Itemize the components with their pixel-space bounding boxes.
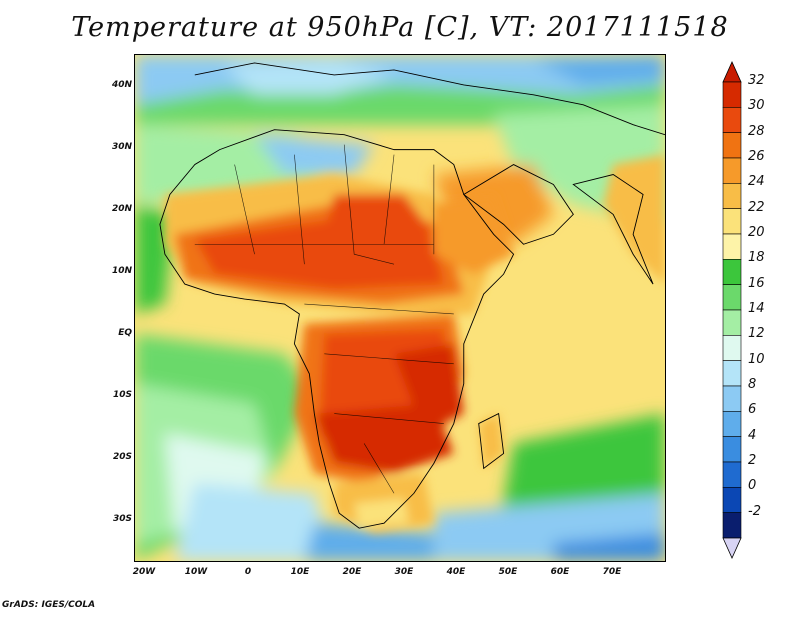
colorbar-segment — [722, 335, 742, 361]
colorbar-label: 14 — [748, 301, 765, 316]
lon-label-70e: 70E — [602, 567, 622, 577]
colorbar — [722, 61, 742, 559]
colorbar-label: 18 — [748, 250, 765, 266]
map-title: Temperature at 950hPa [C], VT: 201711151… — [71, 12, 729, 43]
colorbar-segment — [722, 461, 742, 488]
colorbar-label: 6 — [748, 402, 757, 418]
temperature-map — [134, 54, 666, 562]
lat-label-20s: 20S — [112, 452, 132, 462]
colorbar-bottom-arrow — [722, 537, 742, 559]
colorbar-segment — [722, 411, 742, 437]
credit-text: GrADS: IGES/COLA — [2, 600, 96, 610]
coastline-outlines — [159, 62, 665, 529]
colorbar-segment — [722, 284, 742, 311]
lon-label-60e: 60E — [550, 567, 570, 577]
colorbar-label: 20 — [748, 225, 765, 240]
lat-label-30n: 30N — [111, 142, 132, 152]
lat-label-eq: EQ — [118, 328, 132, 338]
colorbar-segment — [722, 259, 742, 285]
lat-label-30s: 30S — [112, 514, 132, 524]
lon-label-30e: 30E — [394, 567, 414, 577]
country-borders — [194, 144, 454, 494]
colorbar-segment — [722, 183, 742, 209]
lon-label-50e: 50E — [498, 567, 518, 577]
colorbar-label: 10 — [748, 351, 765, 367]
colorbar-segment — [722, 132, 742, 159]
lon-label-20w: 20W — [132, 567, 156, 577]
colorbar-segment — [722, 233, 742, 260]
colorbar-label: 26 — [748, 149, 765, 164]
lat-label-40n: 40N — [111, 80, 132, 90]
colorbar-segment — [722, 436, 742, 463]
colorbar-label: 0 — [748, 478, 757, 494]
colorbar-segment — [722, 309, 742, 336]
lon-label-20e: 20E — [342, 567, 362, 577]
colorbar-label: 8 — [748, 377, 757, 392]
colorbar-label: 28 — [748, 123, 765, 139]
lon-label-40e: 40E — [446, 567, 466, 577]
colorbar-segment — [722, 360, 742, 387]
colorbar-segment — [722, 512, 742, 539]
colorbar-label: 4 — [748, 427, 757, 443]
colorbar-label: 16 — [748, 275, 765, 291]
colorbar-label: 22 — [748, 199, 765, 215]
colorbar-segment — [722, 385, 742, 412]
colorbar-top-arrow — [722, 61, 742, 83]
temperature-field — [135, 55, 665, 561]
colorbar-segment — [722, 157, 742, 184]
colorbar-label: 12 — [748, 326, 765, 342]
colorbar-segment — [722, 487, 742, 513]
colorbar-segment — [722, 208, 742, 235]
colorbar-label: 32 — [748, 73, 765, 88]
colorbar-label: 24 — [748, 174, 765, 190]
colorbar-label: -2 — [748, 503, 761, 519]
lon-label-10w: 10W — [184, 567, 208, 577]
lat-label-20n: 20N — [111, 204, 132, 214]
lon-label-10e: 10E — [290, 567, 310, 577]
colorbar-label: 30 — [748, 98, 765, 114]
colorbar-segment — [722, 81, 742, 108]
colorbar-label: 2 — [748, 453, 757, 468]
colorbar-segment — [722, 107, 742, 133]
lat-label-10n: 10N — [111, 266, 132, 276]
lat-label-10s: 10S — [112, 390, 132, 400]
lon-label-0: 0 — [244, 567, 252, 577]
